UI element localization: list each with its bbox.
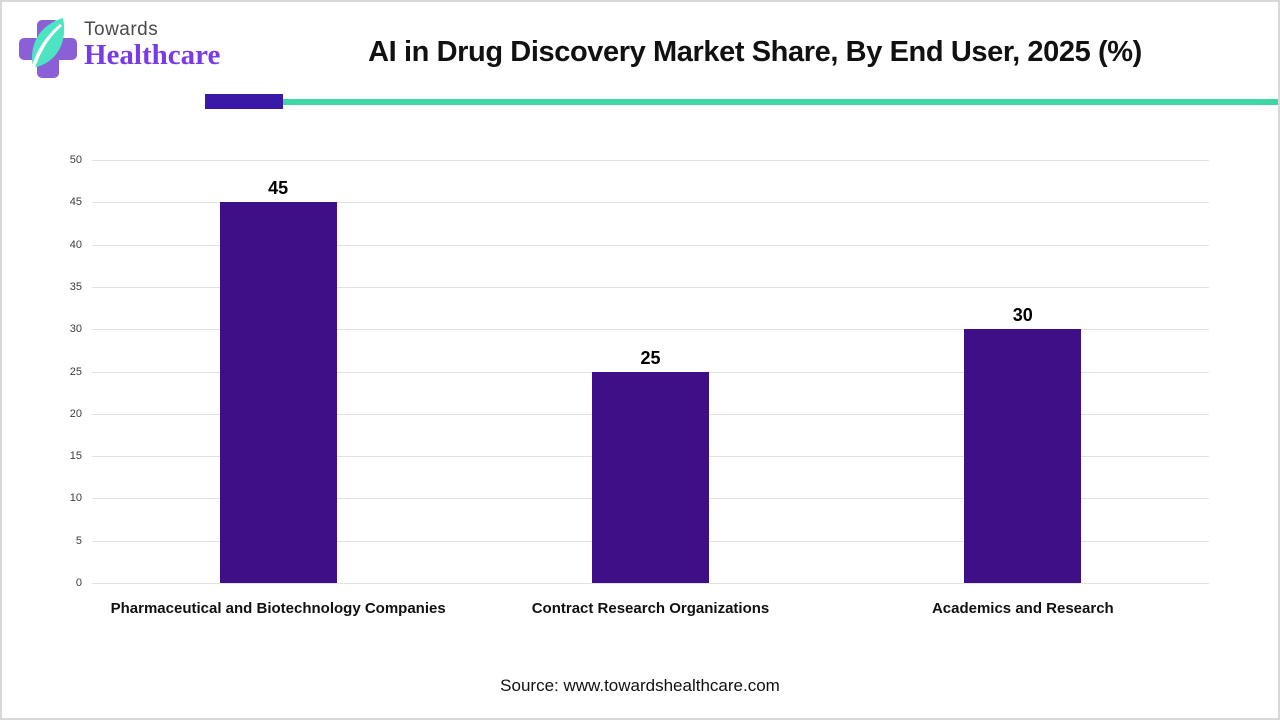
bar-slot: 30 (837, 160, 1209, 583)
y-axis-tick-label: 15 (69, 450, 82, 463)
logo-healthcare-text: Healthcare (84, 39, 221, 71)
logo: Towards Healthcare (16, 16, 220, 82)
bar-value-label: 30 (1012, 305, 1033, 326)
gridline (92, 244, 1209, 246)
bar (964, 329, 1082, 583)
bar-slot: 45 (92, 160, 464, 583)
bar (219, 202, 337, 583)
decorative-purple-bar (205, 94, 283, 109)
y-axis-tick-label: 20 (69, 407, 82, 420)
gridline (92, 202, 1209, 204)
gridline (92, 286, 1209, 288)
x-axis-category-label: Contract Research Organizations (531, 600, 770, 617)
bar-slot: 25 (464, 160, 836, 583)
gridline (92, 329, 1209, 331)
bar-chart-plot-area: 45 25 30 0 5 10 15 20 25 30 35 40 45 50 (70, 154, 1209, 589)
chart-title: AI in Drug Discovery Market Share, By En… (368, 36, 1142, 68)
bars-container: 45 25 30 (92, 160, 1209, 583)
y-axis-tick-label: 10 (69, 492, 82, 505)
logo-towards-text: Towards (84, 19, 159, 40)
x-axis-category-labels: Pharmaceutical and Biotechnology Compani… (92, 597, 1209, 620)
decorative-teal-line (283, 99, 1278, 105)
y-axis-tick-label: 30 (69, 323, 82, 336)
gridline (92, 160, 1209, 161)
y-axis-tick-label: 25 (69, 365, 82, 378)
bar-value-label: 45 (268, 178, 289, 199)
bar (591, 371, 709, 583)
x-axis-category-label: Pharmaceutical and Biotechnology Compani… (110, 600, 446, 617)
bar-value-label: 25 (640, 347, 661, 368)
logo-text: Towards Healthcare (84, 20, 220, 70)
y-axis-tick-label: 45 (69, 196, 82, 209)
y-axis-tick-label: 0 (75, 577, 82, 589)
y-axis-tick-label: 40 (69, 238, 82, 251)
source-text: Source: www.towardshealthcare.com (500, 676, 780, 695)
x-axis-category-label: Academics and Research (931, 600, 1114, 617)
gridline (92, 583, 1209, 584)
y-axis-tick-label: 35 (69, 280, 82, 293)
cross-leaf-logo-icon (19, 18, 77, 78)
y-axis-tick-label: 5 (75, 534, 82, 547)
y-axis-tick-label: 50 (69, 154, 82, 166)
